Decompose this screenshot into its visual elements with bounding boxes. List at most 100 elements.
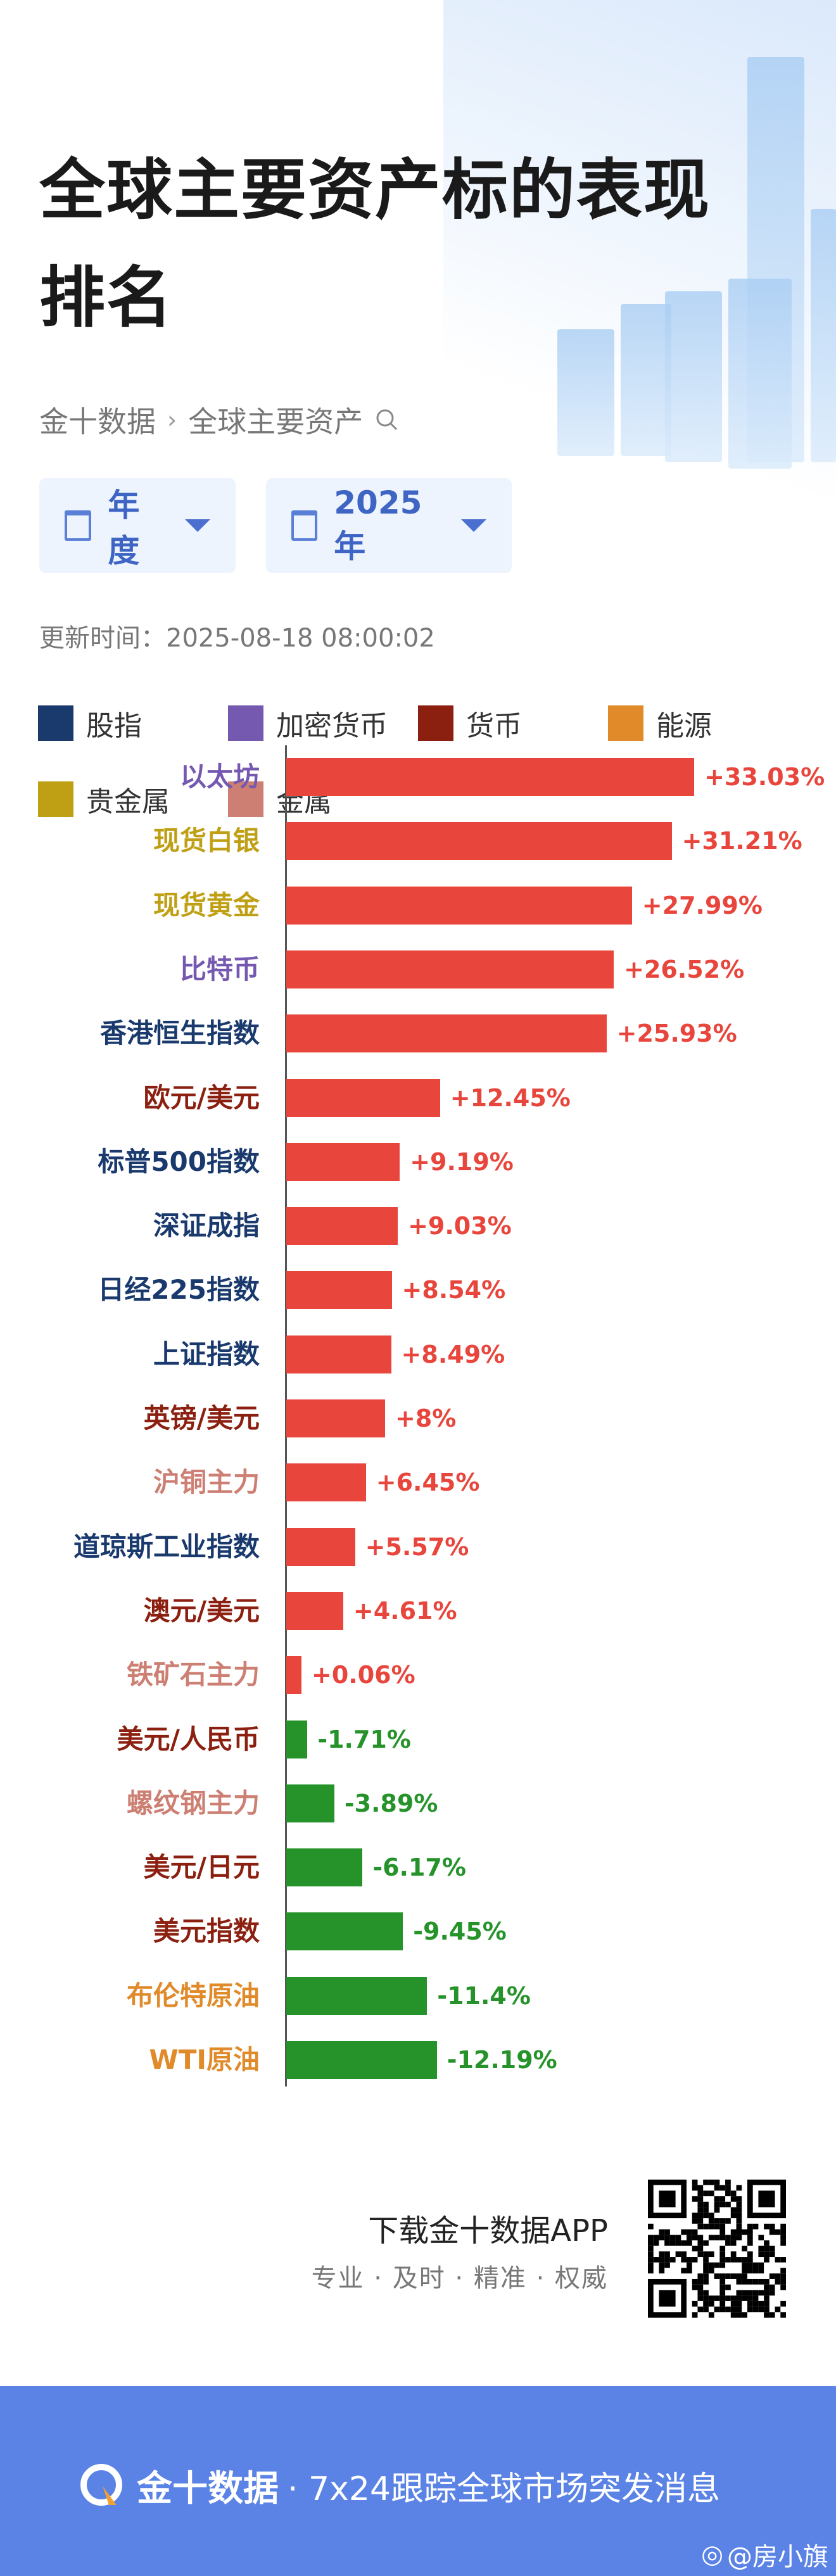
- breadcrumb: 金十数据 › 全球主要资产: [39, 399, 400, 441]
- bar: [286, 2041, 437, 2079]
- year-dropdown-value: 2025年: [334, 484, 422, 565]
- value-label: +31.21%: [681, 827, 802, 856]
- legend-label: 贵金属: [86, 786, 170, 818]
- legend-swatch: [228, 705, 263, 741]
- category-label: 美元/人民币: [117, 1723, 260, 1755]
- category-label: 沪铜主力: [153, 1467, 260, 1498]
- value-label: -1.71%: [317, 1725, 411, 1753]
- value-label: -12.19%: [446, 2046, 557, 2074]
- value-label: +27.99%: [642, 891, 763, 919]
- legend-item: 货币: [418, 703, 522, 743]
- decorative-bar: [728, 279, 792, 469]
- year-dropdown[interactable]: 2025年: [266, 478, 512, 573]
- bar: [286, 1399, 385, 1437]
- category-label: 道琼斯工业指数: [73, 1531, 260, 1562]
- category-label: 现货白银: [153, 825, 260, 857]
- bar: [286, 1848, 363, 1887]
- value-label: +8.54%: [402, 1276, 506, 1304]
- decorative-bar: [557, 329, 614, 456]
- breadcrumb-item[interactable]: 全球主要资产: [188, 405, 364, 439]
- bar: [286, 1784, 334, 1822]
- category-label: 铁矿石主力: [126, 1659, 260, 1691]
- legend-label: 货币: [466, 710, 522, 742]
- decorative-bar: [621, 304, 671, 456]
- legend-label: 股指: [86, 710, 142, 742]
- bar: [286, 1142, 400, 1181]
- calendar-icon: [291, 510, 318, 541]
- category-label: WTI原油: [149, 2044, 260, 2075]
- bar: [286, 1463, 366, 1502]
- weibo-icon: ◎: [701, 2540, 723, 2569]
- update-time-label: 更新时间：: [39, 624, 166, 653]
- footer-band: [0, 2386, 836, 2576]
- header-background: [443, 0, 836, 494]
- bar: [286, 950, 614, 988]
- watermark: ◎ @房小旗: [701, 2536, 828, 2573]
- brand-name: 金十数据: [137, 2468, 279, 2510]
- value-label: +0.06%: [312, 1661, 415, 1689]
- value-label: -11.4%: [437, 1981, 531, 2010]
- page-title: 全球主要资产标的表现排名: [39, 151, 711, 336]
- bar: [286, 1527, 355, 1566]
- bar: [286, 1656, 301, 1695]
- search-icon[interactable]: [374, 407, 400, 432]
- category-label: 欧元/美元: [143, 1082, 260, 1113]
- value-label: +5.57%: [365, 1532, 469, 1561]
- chevron-right-icon: ›: [167, 406, 177, 434]
- bar: [286, 1591, 343, 1630]
- category-label: 标普500指数: [98, 1146, 260, 1177]
- y-axis-line: [285, 745, 287, 2087]
- category-label: 上证指数: [153, 1338, 260, 1370]
- legend-item: 贵金属: [38, 779, 170, 819]
- update-time-value: 2025-08-18 08:00:02: [166, 624, 435, 653]
- value-label: -6.17%: [372, 1853, 466, 1882]
- period-dropdown[interactable]: 年度: [39, 478, 236, 573]
- tagline: 专业 · 及时 · 精准 · 权威: [311, 2264, 608, 2293]
- bar: [286, 1720, 308, 1758]
- legend-swatch: [228, 781, 263, 817]
- bar: [286, 1014, 607, 1053]
- legend-swatch: [38, 705, 73, 741]
- decorative-bar: [811, 209, 836, 462]
- jin10-logo-icon: [80, 2463, 122, 2506]
- update-time: 更新时间：2025-08-18 08:00:02: [39, 617, 435, 654]
- category-label: 澳元/美元: [143, 1594, 260, 1626]
- bar: [286, 1335, 391, 1373]
- slogan: · 7x24跟踪全球市场突发消息: [288, 2470, 721, 2508]
- value-label: -3.89%: [344, 1789, 438, 1817]
- legend-item: 加密货币: [228, 703, 388, 743]
- category-label: 螺纹钢主力: [126, 1787, 260, 1819]
- value-label: +4.61%: [353, 1596, 457, 1625]
- bar: [286, 1078, 440, 1117]
- calendar-icon: [65, 510, 92, 541]
- qr-code[interactable]: [648, 2180, 786, 2318]
- category-label: 比特币: [179, 953, 260, 985]
- category-label: 英镑/美元: [143, 1403, 260, 1434]
- value-label: +8%: [395, 1405, 457, 1432]
- legend-item: 股指: [38, 703, 142, 743]
- value-label: +6.45%: [376, 1468, 480, 1497]
- value-label: +9.19%: [410, 1147, 514, 1176]
- bar: [286, 1912, 403, 1951]
- caret-down-icon: [185, 519, 210, 532]
- legend-item: 能源: [608, 703, 712, 743]
- bar: [286, 822, 672, 861]
- breadcrumb-item[interactable]: 金十数据: [39, 405, 156, 439]
- value-label: +26.52%: [624, 955, 745, 983]
- bar: [286, 758, 695, 796]
- category-label: 布伦特原油: [126, 1979, 260, 2011]
- category-label: 现货黄金: [153, 889, 260, 921]
- decorative-bar: [665, 291, 722, 462]
- value-label: +33.03%: [704, 763, 825, 791]
- watermark-text: @房小旗: [727, 2542, 828, 2572]
- legend-swatch: [38, 781, 73, 817]
- value-label: +9.03%: [408, 1212, 512, 1241]
- bar: [286, 1271, 392, 1310]
- period-dropdown-value: 年度: [108, 487, 140, 569]
- legend-swatch: [418, 705, 453, 741]
- caret-down-icon: [461, 519, 486, 532]
- category-label: 香港恒生指数: [99, 1018, 260, 1049]
- bar: [286, 1976, 428, 2015]
- legend-swatch: [608, 705, 643, 741]
